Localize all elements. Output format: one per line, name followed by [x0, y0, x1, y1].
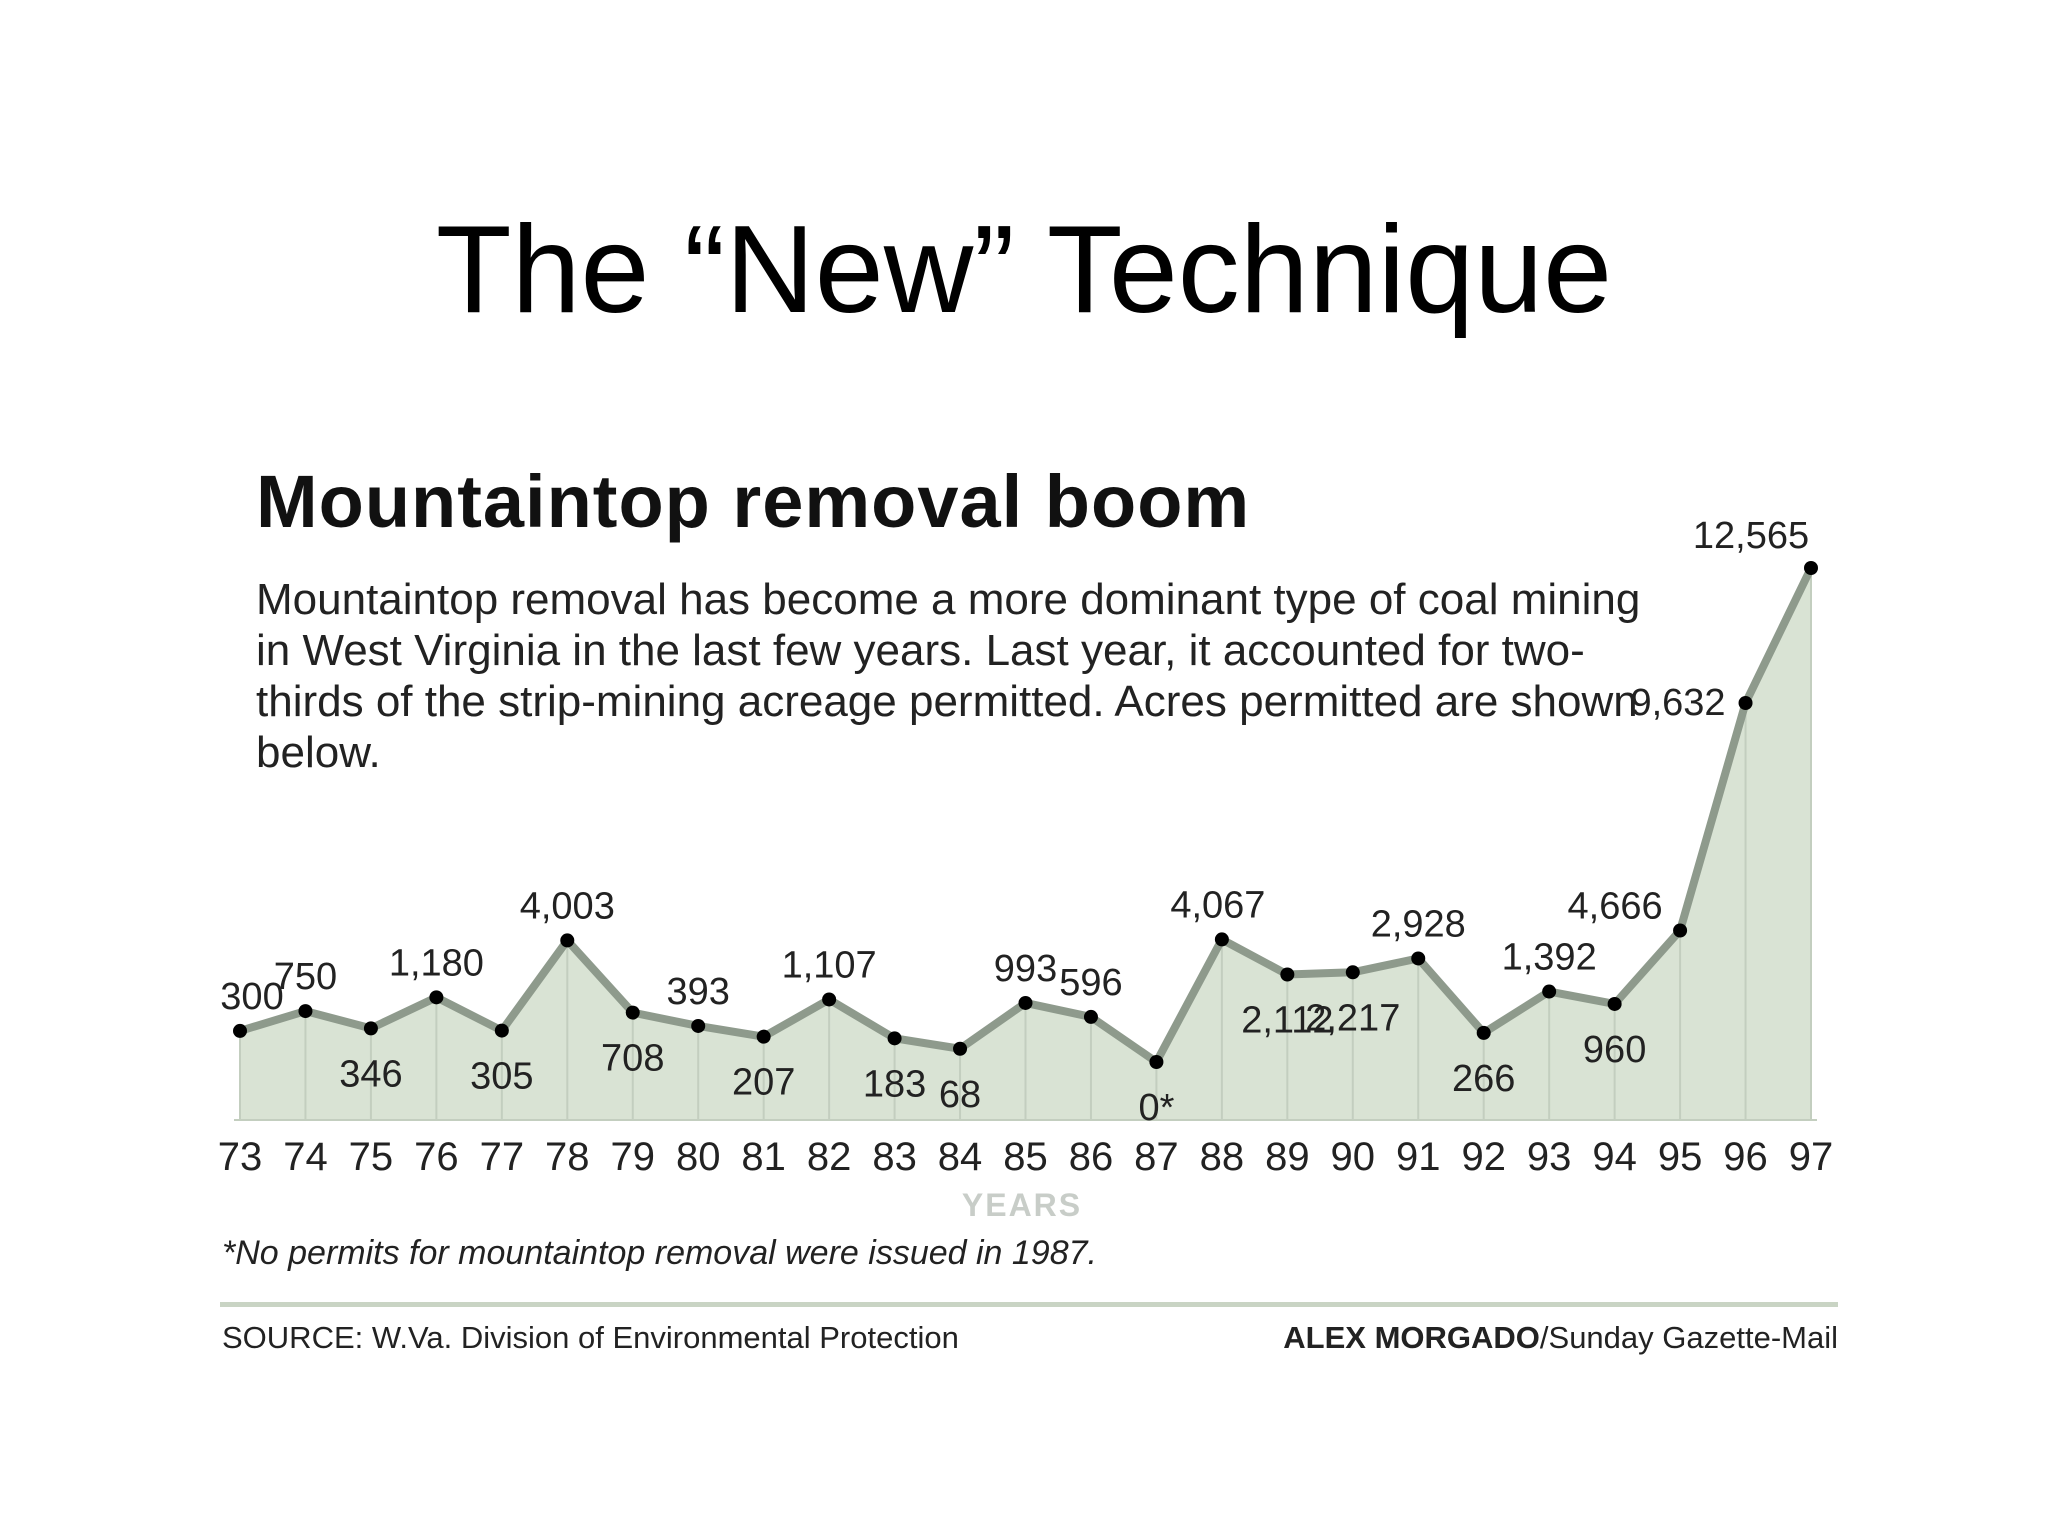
slide-title: The “New” Technique: [435, 201, 1613, 339]
data-point-85: [1018, 995, 1033, 1010]
data-point-96: [1738, 695, 1753, 710]
data-label-91: 2,928: [1371, 903, 1466, 945]
data-point-82: [822, 992, 837, 1007]
data-label-77: 305: [470, 1056, 533, 1098]
x-tick-77: 77: [480, 1135, 525, 1179]
data-label-95: 4,666: [1568, 885, 1663, 927]
data-label-74: 750: [274, 956, 337, 998]
data-label-88: 4,067: [1170, 884, 1265, 926]
data-point-88: [1214, 932, 1229, 947]
data-label-90: 2,217: [1305, 997, 1400, 1039]
data-point-90: [1345, 965, 1360, 980]
grid-lines: [234, 568, 1817, 1121]
x-tick-94: 94: [1592, 1135, 1637, 1179]
x-tick-87: 87: [1134, 1135, 1179, 1179]
x-tick-74: 74: [283, 1135, 328, 1179]
data-point-83: [887, 1031, 902, 1046]
data-point-80: [691, 1018, 706, 1033]
data-label-75: 346: [339, 1053, 402, 1095]
data-point-93: [1542, 984, 1557, 999]
footnote: *No permits for mountaintop removal were…: [222, 1234, 1097, 1272]
x-axis-label: YEARS: [962, 1187, 1082, 1223]
x-tick-76: 76: [414, 1135, 459, 1179]
data-point-75: [363, 1021, 378, 1036]
x-tick-91: 91: [1396, 1135, 1441, 1179]
x-tick-73: 73: [218, 1135, 263, 1179]
data-label-78: 4,003: [520, 885, 615, 927]
chart-graphic: Mountaintop removal boom Mountaintop rem…: [210, 440, 1840, 1400]
credit-name: ALEX MORGADO: [1283, 1320, 1540, 1355]
data-point-73: [233, 1023, 247, 1038]
data-label-97: 12,565: [1693, 515, 1809, 557]
data-label-81: 207: [732, 1062, 795, 1104]
x-tick-79: 79: [611, 1135, 656, 1179]
data-label-93: 1,392: [1502, 937, 1597, 979]
data-point-91: [1411, 951, 1426, 966]
x-tick-labels: 73 74 75 76 77 78 79 80 81 82 83 84 85 86 87 88 89 90 91 92…: [218, 1135, 1834, 1179]
x-tick-95: 95: [1658, 1135, 1703, 1179]
data-label-83: 183: [863, 1063, 926, 1105]
x-tick-86: 86: [1069, 1135, 1114, 1179]
data-point-81: [756, 1029, 771, 1044]
data-point-77: [494, 1023, 509, 1038]
data-point-92: [1476, 1025, 1491, 1040]
source-credit: SOURCE: W.Va. Division of Environmental …: [222, 1320, 959, 1355]
x-tick-90: 90: [1331, 1135, 1376, 1179]
x-tick-84: 84: [938, 1135, 983, 1179]
artist-credit: ALEX MORGADO/Sunday Gazette-Mail: [1283, 1318, 1838, 1358]
credit-outlet: /Sunday Gazette-Mail: [1539, 1320, 1838, 1355]
x-tick-82: 82: [807, 1135, 852, 1179]
data-point-86: [1083, 1009, 1098, 1024]
x-tick-93: 93: [1527, 1135, 1572, 1179]
x-tick-89: 89: [1265, 1135, 1310, 1179]
x-tick-75: 75: [349, 1135, 394, 1179]
x-tick-83: 83: [872, 1135, 917, 1179]
data-label-84: 68: [939, 1074, 981, 1116]
data-label-94: 960: [1583, 1029, 1646, 1071]
chart-title: Mountaintop removal boom: [256, 460, 1251, 543]
data-points: [233, 561, 1818, 1069]
x-tick-92: 92: [1461, 1135, 1506, 1179]
x-tick-88: 88: [1200, 1135, 1245, 1179]
data-point-94: [1607, 996, 1622, 1011]
x-tick-96: 96: [1723, 1135, 1768, 1179]
data-label-76: 1,180: [389, 942, 484, 984]
x-tick-78: 78: [545, 1135, 590, 1179]
data-label-79: 708: [601, 1038, 664, 1080]
data-label-86: 596: [1059, 962, 1122, 1004]
data-label-96: 9,632: [1630, 682, 1725, 724]
data-point-74: [298, 1004, 313, 1019]
chart-subtitle: Mountaintop removal has become a more do…: [256, 575, 1641, 777]
data-point-97: [1804, 561, 1818, 575]
data-label-73: 300: [220, 976, 283, 1018]
data-point-79: [625, 1005, 640, 1020]
data-point-78: [560, 933, 575, 948]
data-point-87: [1149, 1055, 1164, 1069]
data-point-89: [1280, 967, 1295, 982]
data-label-92: 266: [1452, 1058, 1515, 1100]
divider: [220, 1302, 1838, 1307]
data-label-82: 1,107: [782, 944, 877, 986]
x-tick-97: 97: [1789, 1135, 1834, 1179]
data-point-95: [1673, 923, 1688, 938]
data-point-84: [953, 1041, 968, 1056]
x-tick-81: 81: [741, 1135, 786, 1179]
x-tick-80: 80: [676, 1135, 721, 1179]
data-label-80: 393: [667, 971, 730, 1013]
data-label-89: 2,112: [1241, 1000, 1333, 1042]
x-tick-85: 85: [1003, 1135, 1048, 1179]
data-label-85: 993: [994, 948, 1057, 990]
data-point-76: [429, 990, 444, 1005]
data-label-87: 0*: [1138, 1087, 1174, 1129]
